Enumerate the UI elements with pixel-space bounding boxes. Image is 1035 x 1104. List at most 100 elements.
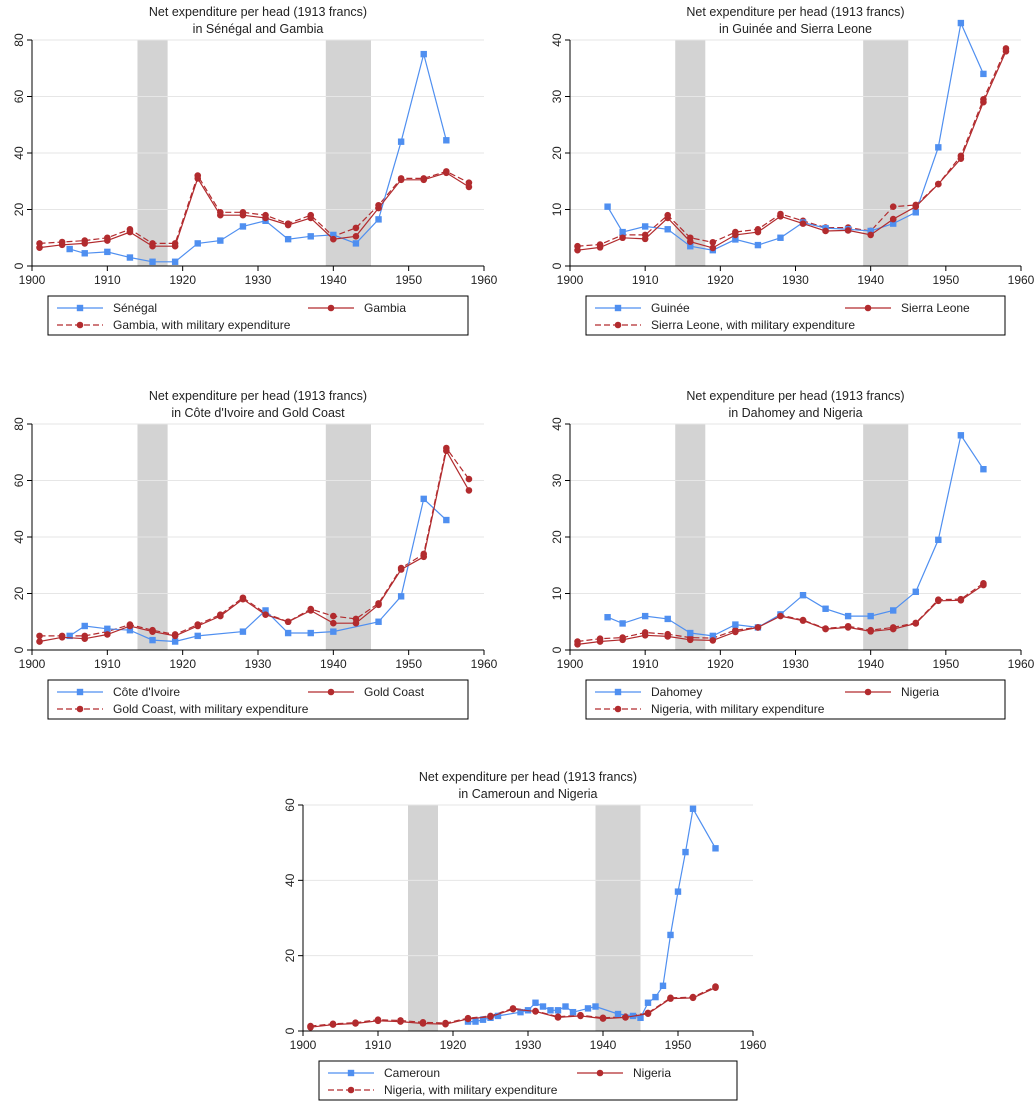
- chart-panel-3: Net expenditure per head (1913 francs) in…: [12, 389, 498, 720]
- data-point: [217, 612, 224, 620]
- data-point: [957, 19, 965, 27]
- y-tick-label: 40: [283, 873, 297, 887]
- legend-label: Sénégal: [113, 301, 157, 315]
- y-tick-label: 40: [550, 417, 564, 431]
- data-point: [375, 216, 382, 223]
- data-point: [935, 144, 942, 151]
- chart-subtitle: in Cameroun and Nigeria: [459, 787, 598, 801]
- x-tick-label: 1900: [557, 273, 584, 287]
- legend-swatch-marker: [347, 1069, 355, 1077]
- data-point: [307, 1023, 314, 1031]
- x-tick-label: 1900: [19, 273, 46, 287]
- data-point: [732, 231, 739, 239]
- data-point: [822, 605, 829, 612]
- data-point: [682, 848, 689, 856]
- data-point: [889, 625, 897, 633]
- data-point: [330, 612, 337, 620]
- legend-swatch-marker: [596, 1069, 604, 1077]
- data-point: [171, 258, 179, 265]
- legend-label: Côte d'Ivoire: [113, 685, 180, 699]
- data-point: [777, 212, 784, 220]
- legend-swatch-marker: [347, 1086, 355, 1094]
- x-tick-label: 1900: [19, 657, 46, 671]
- legend: Sénégal Gambia Gambia, with military expen…: [47, 295, 469, 336]
- y-tick-label: 80: [12, 33, 26, 47]
- legend-swatch-marker: [614, 705, 622, 713]
- data-point: [81, 250, 88, 257]
- x-tick-label: 1920: [169, 657, 196, 671]
- data-point: [307, 214, 315, 222]
- data-point: [420, 176, 428, 184]
- series-line: [39, 449, 470, 643]
- x-tick-label: 1930: [245, 273, 272, 287]
- data-point: [171, 242, 179, 250]
- x-tick-label: 1930: [782, 657, 809, 671]
- y-tick-label: 30: [550, 474, 564, 488]
- data-point: [149, 636, 156, 644]
- legend-label: Gold Coast: [364, 685, 425, 699]
- data-point: [517, 1008, 524, 1016]
- y-tick-label: 20: [12, 587, 26, 601]
- y-tick-label: 20: [550, 146, 564, 160]
- data-point: [532, 999, 539, 1006]
- legend-swatch-marker: [76, 304, 84, 312]
- data-point: [149, 628, 156, 635]
- data-point: [239, 628, 247, 635]
- data-point: [569, 1008, 577, 1016]
- data-point: [686, 238, 694, 246]
- data-point: [465, 487, 473, 494]
- y-tick-label: 10: [550, 203, 564, 217]
- data-point: [890, 220, 897, 227]
- data-point: [194, 175, 202, 182]
- data-point: [81, 240, 89, 247]
- data-point: [239, 223, 247, 230]
- data-point: [935, 597, 942, 605]
- x-tick-label: 1940: [320, 657, 347, 671]
- series-2: [36, 169, 473, 251]
- data-point: [935, 180, 942, 188]
- data-point: [754, 241, 762, 249]
- data-point: [584, 1005, 592, 1012]
- data-point: [171, 632, 179, 640]
- data-point: [375, 601, 382, 609]
- data-point: [126, 254, 134, 261]
- legend-label: Nigeria: [901, 685, 939, 699]
- data-point: [844, 612, 852, 620]
- data-point: [577, 1012, 584, 1020]
- x-tick-label: 1960: [471, 657, 498, 671]
- y-tick-label: 10: [550, 587, 564, 601]
- data-point: [889, 215, 897, 223]
- data-point: [732, 236, 739, 243]
- chart-panel-1: Net expenditure per head (1913 francs) in…: [12, 5, 498, 336]
- legend-label: Sierra Leone: [901, 301, 970, 315]
- data-point: [465, 183, 473, 191]
- data-point: [262, 607, 269, 614]
- data-point: [352, 1020, 359, 1027]
- x-tick-label: 1950: [932, 657, 959, 671]
- x-tick-label: 1910: [365, 1038, 392, 1052]
- data-point: [509, 1005, 517, 1013]
- data-point: [822, 227, 829, 235]
- data-point: [532, 1008, 539, 1015]
- series-1: [464, 805, 719, 1025]
- data-point: [641, 632, 649, 639]
- data-point: [799, 220, 807, 227]
- y-tick-label: 40: [550, 33, 564, 47]
- data-point: [126, 622, 134, 630]
- data-point: [574, 641, 581, 648]
- data-point: [420, 553, 428, 561]
- x-tick-label: 1960: [471, 273, 498, 287]
- data-point: [66, 245, 73, 253]
- series-line: [39, 172, 470, 249]
- data-point: [619, 636, 626, 644]
- data-point: [732, 628, 739, 636]
- chart-title: Net expenditure per head (1913 francs): [686, 5, 904, 19]
- y-tick-label: 0: [550, 262, 564, 269]
- chart-subtitle: in Côte d'Ivoire and Gold Coast: [171, 406, 345, 420]
- data-point: [149, 258, 156, 265]
- data-point: [957, 432, 965, 439]
- x-tick-label: 1920: [707, 657, 734, 671]
- data-point: [397, 1018, 404, 1025]
- series-line: [39, 446, 470, 637]
